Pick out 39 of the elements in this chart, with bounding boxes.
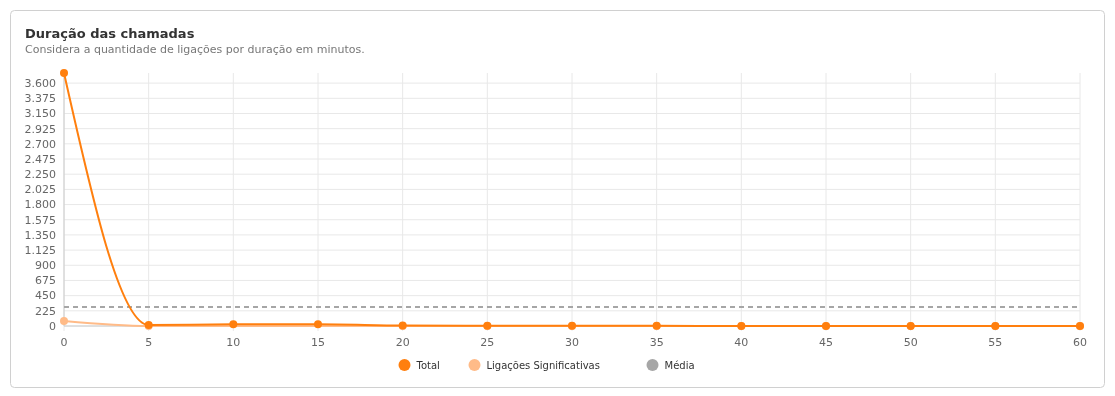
y-tick-label: 2.250 (24, 168, 56, 182)
x-tick-label: 5 (145, 336, 153, 349)
x-tick-label: 30 (565, 336, 579, 349)
point (60, 69, 68, 77)
legend-label: Média (664, 359, 695, 371)
chart-subtitle: Considera a quantidade de ligações por duração em minutos. (25, 43, 365, 56)
legend-label: Ligações Significativas (486, 359, 600, 371)
y-tick-label: 2.925 (24, 122, 56, 136)
y-tick-label: 2.025 (24, 183, 56, 197)
y-tick-label: 3.150 (24, 107, 56, 121)
y-tick-label: 675 (35, 274, 56, 288)
x-tick-label: 35 (649, 336, 664, 349)
y-tick-label: 3.600 (24, 76, 56, 90)
point (314, 320, 322, 329)
y-tick-label: 1.800 (24, 198, 56, 212)
y-tick-label: 1.350 (24, 228, 56, 242)
y-tick-label: 2.475 (24, 152, 56, 166)
legend-label: Total (415, 359, 440, 371)
x-tick-label: 20 (395, 336, 410, 349)
x-tick-label: 15 (311, 336, 325, 349)
point (229, 320, 238, 329)
y-tick-label: 1.575 (24, 213, 56, 227)
x-tick-label: 55 (988, 336, 1003, 349)
y-tick-label: 450 (35, 289, 56, 303)
x-tick-label: 25 (480, 336, 495, 349)
x-tick-label: 60 (1073, 336, 1087, 349)
y-tick-label: 1.125 (24, 243, 56, 257)
x-tick-label: 0 (60, 336, 68, 349)
y-tick-label: 225 (35, 304, 56, 318)
x-tick-label: 40 (734, 336, 749, 349)
y-tick-label: 0 (49, 319, 56, 333)
chart-title: Duração das chamadas (25, 26, 195, 41)
x-tick-label: 50 (903, 336, 918, 349)
x-tick-label: 45 (819, 336, 833, 349)
y-tick-label: 900 (35, 259, 56, 273)
point (60, 316, 68, 325)
x-tick-label: 10 (226, 336, 241, 349)
y-tick-label: 2.700 (24, 137, 56, 151)
y-tick-label: 3.375 (24, 92, 56, 106)
